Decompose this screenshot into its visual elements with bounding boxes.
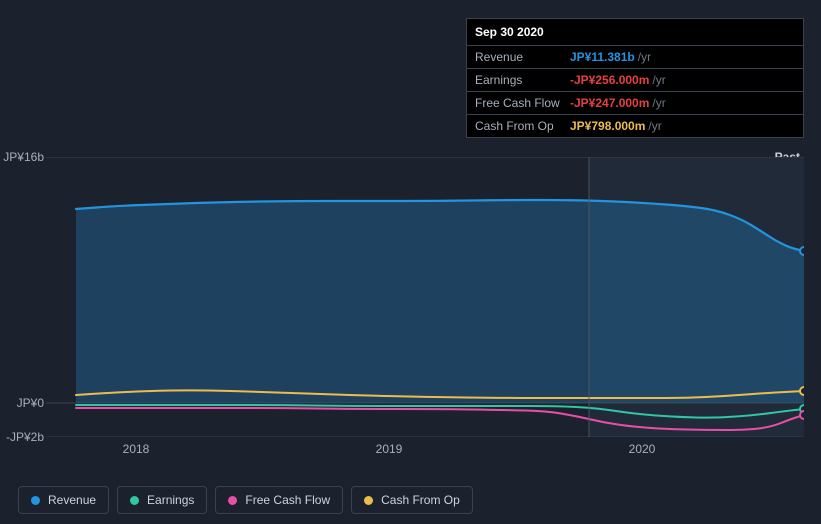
tooltip-value: -JP¥247.000m [570,96,649,110]
legend-swatch-icon [130,496,139,505]
legend: Revenue Earnings Free Cash Flow Cash From O… [18,486,473,514]
tooltip-row-revenue: Revenue JP¥11.381b /yr [467,46,803,69]
tooltip-value: -JP¥256.000m [570,73,649,87]
plot-area[interactable] [46,157,804,437]
legend-label: Revenue [48,493,96,507]
legend-swatch-icon [228,496,237,505]
tooltip-value: JP¥11.381b [570,50,635,64]
y-tick-label: -JP¥2b [6,430,44,444]
legend-item-revenue[interactable]: Revenue [18,486,109,514]
legend-label: Free Cash Flow [245,493,330,507]
endpoint-marker-cfo [800,387,804,395]
legend-label: Earnings [147,493,194,507]
legend-item-fcf[interactable]: Free Cash Flow [215,486,343,514]
y-tick-label: JP¥0 [17,396,44,410]
tooltip-label: Revenue [475,50,570,64]
x-tick-label: 2019 [376,442,403,456]
tooltip-unit: /yr [638,50,651,64]
legend-item-cfo[interactable]: Cash From Op [351,486,473,514]
tooltip-box: Sep 30 2020 Revenue JP¥11.381b /yr Earni… [466,18,804,138]
tooltip-unit: /yr [652,73,665,87]
tooltip-row-fcf: Free Cash Flow -JP¥247.000m /yr [467,92,803,115]
tooltip-row-earnings: Earnings -JP¥256.000m /yr [467,69,803,92]
chart-svg [46,157,804,437]
tooltip-unit: /yr [652,96,665,110]
endpoint-marker-fcf [800,411,804,419]
legend-swatch-icon [31,496,40,505]
tooltip-label: Free Cash Flow [475,96,570,110]
endpoint-marker-revenue [800,247,804,255]
tooltip-date: Sep 30 2020 [467,19,803,46]
legend-label: Cash From Op [381,493,460,507]
x-tick-label: 2018 [123,442,150,456]
tooltip-label: Earnings [475,73,570,87]
legend-swatch-icon [364,496,373,505]
legend-item-earnings[interactable]: Earnings [117,486,207,514]
financials-chart[interactable]: Past JP¥16bJP¥0-JP¥2b 201820192020 [18,122,804,452]
x-tick-label: 2020 [629,442,656,456]
y-tick-label: JP¥16b [3,150,44,164]
